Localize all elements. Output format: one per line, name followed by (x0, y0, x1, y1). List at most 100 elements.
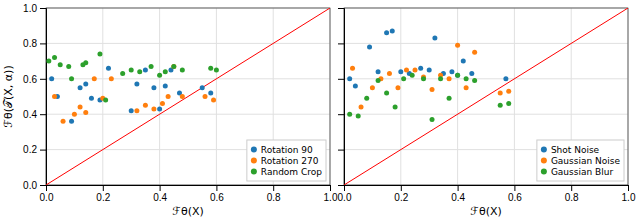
point (143, 103, 148, 108)
y-tick-label: 0.8 (23, 38, 37, 49)
point (367, 44, 372, 49)
legend: Shot NoiseGaussian NoiseGaussian Blur (537, 140, 624, 181)
point (464, 85, 469, 90)
point (353, 83, 358, 88)
series (49, 66, 213, 124)
legend-swatch (251, 158, 257, 164)
point (52, 55, 57, 60)
y-tick (338, 43, 344, 44)
x-tick: 0.2 (96, 185, 110, 203)
legend-label: Gaussian Blur (551, 167, 614, 177)
x-tick-label: 0.8 (267, 192, 281, 203)
point (449, 69, 454, 74)
point (472, 78, 477, 83)
x-tick: 0.0 (338, 185, 352, 203)
legend-label: Shot Noise (551, 145, 600, 155)
legend-box (537, 140, 624, 181)
point (384, 30, 389, 35)
point (97, 52, 102, 57)
point (211, 98, 216, 103)
x-tick-label: 0.2 (96, 192, 110, 203)
panel: 0.00.20.40.60.81.0Shot NoiseGaussian Noi… (338, 8, 636, 203)
point (430, 87, 435, 92)
point (498, 90, 503, 95)
identity-line (344, 8, 628, 185)
point (66, 64, 71, 69)
x-tick-mark (216, 185, 217, 191)
y-tick (338, 114, 344, 115)
point (384, 90, 389, 95)
grid-line-x (457, 8, 458, 185)
point (134, 108, 139, 113)
x-axis: 0.0 0.2 0.4 0.6 0.8 1.0 (40, 185, 338, 203)
x-tick-mark (103, 185, 104, 191)
point (455, 73, 460, 78)
x-tick: 0.4 (451, 185, 465, 203)
point (151, 85, 156, 90)
point (455, 73, 460, 78)
x-axis: 0.00.20.40.60.81.0 (338, 185, 636, 203)
legend-box (247, 140, 326, 181)
legend-item: Random Crop (251, 167, 322, 177)
x-tick-label: 0.0 (338, 192, 352, 203)
legend-label: Gaussian Noise (551, 156, 621, 166)
chart-root: 0.00.20.40.60.81.00.00.20.40.60.81.0Rota… (0, 0, 640, 219)
point (347, 112, 352, 117)
point (103, 98, 108, 103)
point (430, 117, 435, 122)
point (376, 69, 381, 74)
point (143, 67, 148, 72)
legend-label: Rotation 270 (261, 156, 319, 166)
x-tick-label: 1.0 (622, 192, 636, 203)
point (134, 82, 139, 87)
legend-item: Rotation 270 (251, 156, 319, 166)
x-tick-label: 0.6 (508, 192, 522, 203)
legend-label: Random Crop (261, 167, 322, 177)
point (171, 64, 176, 69)
grid (46, 8, 330, 185)
y-tick: 0.6 (23, 74, 46, 85)
point (157, 73, 162, 78)
legend-swatch (251, 147, 257, 153)
y-tick: 1.0 (23, 3, 46, 14)
point (180, 67, 185, 72)
point (390, 29, 395, 34)
point (83, 82, 88, 87)
y-tick (338, 8, 344, 9)
x-tick: 0.8 (267, 185, 281, 203)
series (46, 52, 219, 103)
x-tick-mark (571, 185, 572, 191)
point (200, 85, 205, 90)
x-tick-mark (628, 185, 629, 191)
grid-line-y (344, 114, 628, 115)
x-tick: 1.0 (622, 185, 636, 203)
legend-item: Gaussian Blur (541, 167, 614, 177)
x-tick-mark (160, 185, 161, 191)
grid-line-y (344, 43, 628, 44)
point (506, 101, 511, 106)
y-tick-mark (40, 185, 46, 186)
y-tick-mark (40, 79, 46, 80)
x-tick: 0.6 (210, 185, 224, 203)
grid-line-y (46, 78, 330, 79)
legend-swatch (541, 147, 547, 153)
grid-line-y (344, 78, 628, 79)
x-tick-label: 0.0 (40, 192, 54, 203)
point (166, 94, 171, 99)
series (347, 73, 511, 122)
y-tick-mark (40, 8, 46, 9)
point (421, 76, 426, 81)
point (58, 62, 63, 67)
x-tick-label: 0.4 (153, 192, 167, 203)
point (180, 94, 185, 99)
point (61, 119, 66, 124)
y-tick-mark (338, 8, 344, 9)
legend-swatch (251, 169, 257, 175)
grid-line-y (46, 43, 330, 44)
x-tick-label: 1.0 (324, 192, 338, 203)
point (109, 76, 114, 81)
point (129, 108, 134, 113)
point (149, 64, 154, 69)
legend-item: Shot Noise (541, 145, 600, 155)
y-tick-mark (40, 43, 46, 44)
